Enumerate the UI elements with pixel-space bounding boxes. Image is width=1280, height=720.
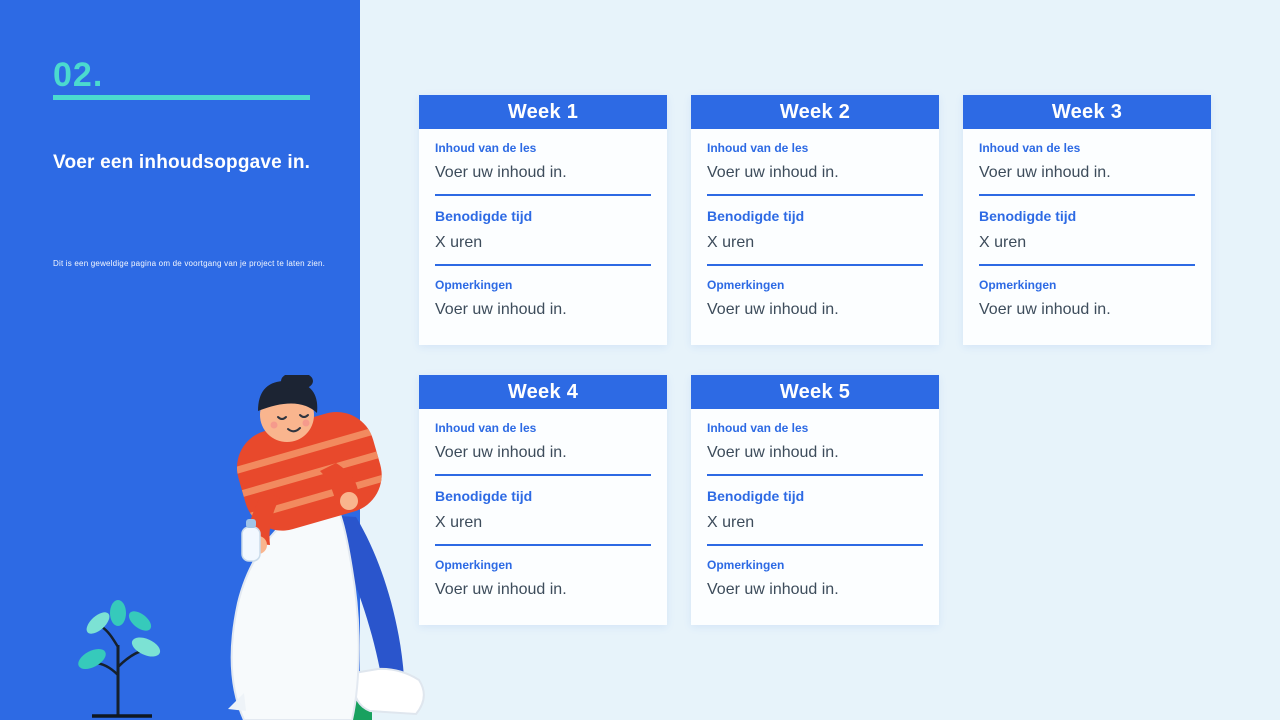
section-label[interactable]: Inhoud van de les [435,421,537,435]
week-card-body: Inhoud van de les Voer uw inhoud in. Ben… [419,409,667,625]
section-value[interactable]: X uren [707,513,755,531]
weeks-grid: Week 1 Inhoud van de les Voer uw inhoud … [419,95,1211,625]
section-value[interactable]: X uren [435,233,483,251]
section-label[interactable]: Opmerkingen [979,277,1057,292]
sidebar: 02. Voer een inhoudsopgave in. Dit is ee… [0,0,425,720]
card-section-inhoud: Inhoud van de les Voer uw inhoud in. [707,409,923,477]
section-divider [979,263,1195,266]
card-section-opmerkingen: Opmerkingen Voer uw inhoud in. [707,546,923,599]
section-label[interactable]: Inhoud van de les [707,141,809,155]
section-value[interactable]: Voer uw inhoud in. [979,301,1111,319]
week-title: Week 4 [507,380,579,403]
week-card: Week 3 Inhoud van de les Voer uw inhoud … [963,95,1211,345]
section-value[interactable]: Voer uw inhoud in. [435,444,567,462]
section-value[interactable]: Voer uw inhoud in. [707,164,839,182]
section-divider [707,263,923,266]
section-label[interactable]: Benodigde tijd [707,208,805,225]
page-description[interactable]: Dit is een geweldige pagina om de voortg… [53,259,326,268]
card-section-tijd: Benodigde tijd X uren [707,196,923,266]
card-section-opmerkingen: Opmerkingen Voer uw inhoud in. [707,266,923,319]
week-card: Week 4 Inhoud van de les Voer uw inhoud … [419,375,667,625]
section-divider [979,194,1195,197]
card-section-inhoud: Inhoud van de les Voer uw inhoud in. [707,129,923,197]
section-label[interactable]: Inhoud van de les [435,141,537,155]
card-section-tijd: Benodigde tijd X uren [435,196,651,266]
week-card-body: Inhoud van de les Voer uw inhoud in. Ben… [963,129,1211,345]
section-value[interactable]: Voer uw inhoud in. [435,164,567,182]
week-card-body: Inhoud van de les Voer uw inhoud in. Ben… [691,129,939,345]
section-label[interactable]: Benodigde tijd [435,208,533,225]
week-card-header[interactable]: Week 5 [691,375,939,409]
card-section-opmerkingen: Opmerkingen Voer uw inhoud in. [435,546,651,599]
section-label[interactable]: Inhoud van de les [979,141,1081,155]
section-divider [707,194,923,197]
section-label[interactable]: Opmerkingen [435,277,513,292]
section-divider [435,474,651,477]
card-section-tijd: Benodigde tijd X uren [979,196,1195,266]
card-section-opmerkingen: Opmerkingen Voer uw inhoud in. [435,266,651,319]
week-card: Week 5 Inhoud van de les Voer uw inhoud … [691,375,939,625]
section-number[interactable]: 02. [53,56,104,94]
section-value[interactable]: Voer uw inhoud in. [707,444,839,462]
card-section-inhoud: Inhoud van de les Voer uw inhoud in. [435,129,651,197]
page-title[interactable]: Voer een inhoudsopgave in. [53,152,311,173]
section-value[interactable]: Voer uw inhoud in. [707,301,839,319]
section-divider [435,194,651,197]
card-section-tijd: Benodigde tijd X uren [435,476,651,546]
week-title: Week 3 [1051,100,1123,123]
week-card-header[interactable]: Week 1 [419,95,667,129]
section-divider [707,543,923,546]
week-title: Week 5 [779,380,851,403]
card-section-inhoud: Inhoud van de les Voer uw inhoud in. [979,129,1195,197]
section-label[interactable]: Benodigde tijd [979,208,1077,225]
week-card-body: Inhoud van de les Voer uw inhoud in. Ben… [691,409,939,625]
plant-illustration [78,600,161,718]
section-value[interactable]: Voer uw inhoud in. [435,301,567,319]
card-section-inhoud: Inhoud van de les Voer uw inhoud in. [435,409,651,477]
section-value[interactable]: X uren [435,513,483,531]
section-label[interactable]: Benodigde tijd [435,488,533,505]
card-section-tijd: Benodigde tijd X uren [707,476,923,546]
week-title: Week 2 [779,100,851,123]
person-figure [228,375,425,720]
section-value[interactable]: Voer uw inhoud in. [435,581,567,599]
section-label[interactable]: Opmerkingen [435,557,513,572]
week-card-header[interactable]: Week 2 [691,95,939,129]
section-divider [435,543,651,546]
week-card-header[interactable]: Week 3 [963,95,1211,129]
section-value[interactable]: X uren [979,233,1027,251]
accent-underline [53,95,310,100]
week-card-body: Inhoud van de les Voer uw inhoud in. Ben… [419,129,667,345]
section-value[interactable]: Voer uw inhoud in. [707,581,839,599]
week-card: Week 1 Inhoud van de les Voer uw inhoud … [419,95,667,345]
section-divider [435,263,651,266]
week-card-header[interactable]: Week 4 [419,375,667,409]
card-section-opmerkingen: Opmerkingen Voer uw inhoud in. [979,266,1195,319]
week-card: Week 2 Inhoud van de les Voer uw inhoud … [691,95,939,345]
section-label[interactable]: Benodigde tijd [707,488,805,505]
section-value[interactable]: X uren [707,233,755,251]
section-label[interactable]: Opmerkingen [707,557,785,572]
section-label[interactable]: Opmerkingen [707,277,785,292]
section-divider [707,474,923,477]
person-with-bag-illustration [78,375,425,720]
week-title: Week 1 [507,100,579,123]
section-value[interactable]: Voer uw inhoud in. [979,164,1111,182]
section-label[interactable]: Inhoud van de les [707,421,809,435]
